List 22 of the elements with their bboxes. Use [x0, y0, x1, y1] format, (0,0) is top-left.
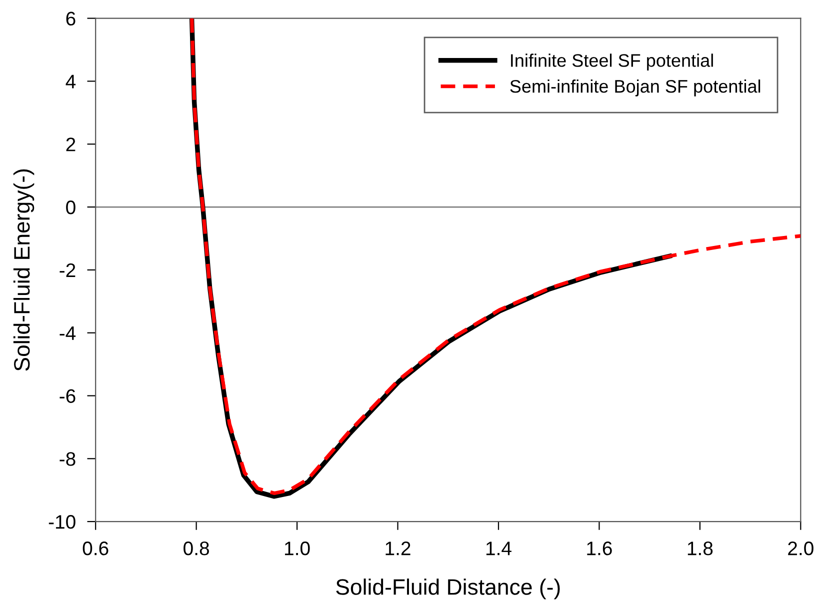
- x-tick-label: 1.6: [587, 542, 612, 556]
- x-tick-label: 0.6: [82, 542, 108, 556]
- legend-label: Inifinite Steel SF potential: [511, 54, 713, 70]
- x-tick-label: 1.8: [688, 542, 713, 556]
- x-tick-label: 0.8: [184, 542, 209, 556]
- y-tick-label: -6: [60, 389, 76, 403]
- y-tick-label: 6: [66, 12, 76, 26]
- x-tick-label: 1.2: [386, 542, 410, 556]
- y-tick-label: 4: [66, 74, 76, 88]
- x-tick-label: 1.0: [285, 542, 310, 556]
- y-tick-label: 2: [66, 138, 76, 152]
- x-axis-title: Solid-Fluid Distance (-): [336, 578, 560, 600]
- x-tick-label: 1.4: [486, 542, 512, 556]
- y-tick-label: -4: [60, 326, 76, 340]
- y-tick-label: -8: [60, 452, 76, 466]
- y-tick-label: -2: [60, 263, 76, 277]
- x-tick-label: 2.0: [788, 542, 814, 556]
- y-tick-label: 0: [66, 200, 76, 214]
- y-tick-label: -10: [48, 515, 76, 529]
- y-axis-title: Solid-Fluid Energy(-): [13, 169, 34, 371]
- legend-label: Semi-infinite Bojan SF potential: [510, 80, 760, 96]
- line-series: [190, 18, 801, 496]
